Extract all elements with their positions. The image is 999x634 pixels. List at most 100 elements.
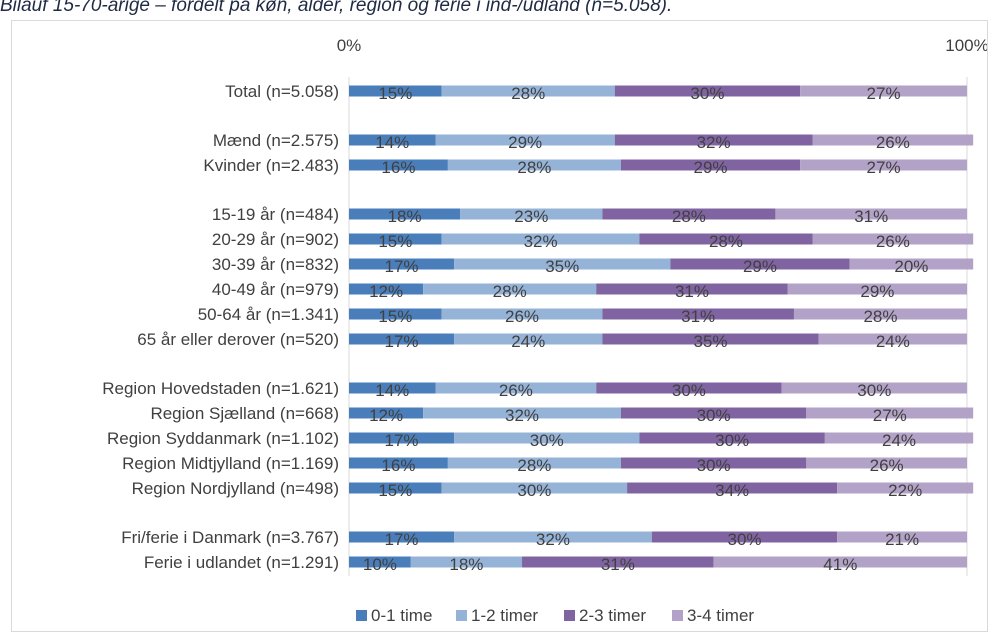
bar-segment-2-3-timer xyxy=(620,159,801,171)
data-label: 32% xyxy=(524,232,558,251)
data-label: 24% xyxy=(511,332,545,351)
data-label: 29% xyxy=(694,158,728,177)
data-label: 23% xyxy=(514,207,548,226)
category-label: Region Midtjylland (n=1.169) xyxy=(122,454,339,473)
legend-label: 1-2 timer xyxy=(471,606,538,625)
data-label: 31% xyxy=(601,555,635,574)
legend-swatch xyxy=(564,610,575,621)
chart-caption: Bilauf 15-70-årige – fordelt på køn, ald… xyxy=(0,0,673,16)
bar-segment-0-1-time xyxy=(349,556,411,568)
bar-segment-0-1-time xyxy=(349,85,442,97)
category-label: Kvinder (n=2.483) xyxy=(203,156,339,175)
data-label: 30% xyxy=(672,381,706,400)
data-label: 31% xyxy=(854,207,888,226)
x-tick-label: 100% xyxy=(945,36,987,55)
bar-segment-3-4-timer xyxy=(800,85,967,97)
data-label: 30% xyxy=(517,481,551,500)
data-label: 24% xyxy=(876,332,910,351)
data-label: 28% xyxy=(511,84,545,103)
bar-segment-0-1-time xyxy=(349,134,436,146)
bar-segment-0-1-time xyxy=(349,333,455,345)
bar-segment-2-3-timer xyxy=(602,208,776,220)
category-label: Region Syddanmark (n=1.102) xyxy=(107,429,339,448)
bar-segment-2-3-timer xyxy=(620,457,807,469)
data-label: 32% xyxy=(536,530,570,549)
data-label: 30% xyxy=(690,84,724,103)
data-label: 30% xyxy=(530,431,564,450)
bar-segment-1-2-timer xyxy=(460,208,603,220)
data-label: 29% xyxy=(860,282,894,301)
bar-segment-1-2-timer xyxy=(441,85,615,97)
data-label: 30% xyxy=(697,456,731,475)
bar-segment-2-3-timer xyxy=(627,482,838,494)
bar-segment-2-3-timer xyxy=(614,85,801,97)
legend-label: 3-4 timer xyxy=(687,606,754,625)
bar-segment-0-1-time xyxy=(349,283,424,295)
data-label: 26% xyxy=(876,232,910,251)
bar-segment-0-1-time xyxy=(349,308,442,320)
data-label: 26% xyxy=(876,133,910,152)
data-label: 30% xyxy=(697,406,731,425)
data-label: 27% xyxy=(867,158,901,177)
data-label: 16% xyxy=(381,456,415,475)
bar-segment-3-4-timer xyxy=(837,531,967,543)
category-label: 30-39 år (n=832) xyxy=(212,255,339,274)
category-label: Mænd (n=2.575) xyxy=(213,131,339,150)
category-label: 50-64 år (n=1.341) xyxy=(198,305,339,324)
bar-segment-2-3-timer xyxy=(620,407,807,419)
data-label: 17% xyxy=(385,431,419,450)
bar-segment-1-2-timer xyxy=(441,233,640,245)
bar-segment-2-3-timer xyxy=(614,134,813,146)
bar-segment-2-3-timer xyxy=(639,432,825,444)
data-label: 28% xyxy=(863,307,897,326)
bar-segment-3-4-timer xyxy=(824,432,974,444)
legend-swatch xyxy=(456,610,467,621)
bar-segment-0-1-time xyxy=(349,233,442,245)
bar-segment-2-3-timer xyxy=(602,308,794,320)
data-label: 30% xyxy=(715,431,749,450)
bar-segment-0-1-time xyxy=(349,382,436,394)
bar-segment-3-4-timer xyxy=(806,457,967,469)
data-label: 34% xyxy=(715,481,749,500)
data-label: 17% xyxy=(385,332,419,351)
category-label: Region Sjælland (n=668) xyxy=(150,404,339,423)
bar-segment-2-3-timer xyxy=(596,382,782,394)
data-label: 32% xyxy=(505,406,539,425)
data-label: 31% xyxy=(675,282,709,301)
data-label: 28% xyxy=(493,282,527,301)
data-label: 41% xyxy=(823,555,857,574)
bar-segment-3-4-timer xyxy=(713,556,967,568)
legend-label: 2-3 timer xyxy=(579,606,646,625)
legend-swatch xyxy=(672,610,683,621)
data-label: 26% xyxy=(870,456,904,475)
data-label: 15% xyxy=(378,84,412,103)
bar-segment-1-2-timer xyxy=(447,159,621,171)
bar-segment-1-2-timer xyxy=(454,531,652,543)
data-label: 30% xyxy=(857,381,891,400)
bar-segment-3-4-timer xyxy=(837,482,974,494)
data-label: 27% xyxy=(867,84,901,103)
bar-segment-2-3-timer xyxy=(602,333,819,345)
data-label: 17% xyxy=(385,530,419,549)
bar-segment-2-3-timer xyxy=(651,531,838,543)
bar-segment-2-3-timer xyxy=(670,258,850,270)
bar-segment-0-1-time xyxy=(349,531,455,543)
bar-segment-2-3-timer xyxy=(639,233,813,245)
data-label: 14% xyxy=(375,381,409,400)
bar-segment-3-4-timer xyxy=(812,134,974,146)
data-label: 28% xyxy=(517,456,551,475)
bar-segment-0-1-time xyxy=(349,482,442,494)
data-label: 35% xyxy=(545,257,579,276)
bar-segment-3-4-timer xyxy=(781,382,967,394)
bar-segment-3-4-timer xyxy=(800,159,967,171)
data-label: 12% xyxy=(369,282,403,301)
bar-segment-1-2-timer xyxy=(410,556,523,568)
legend-label: 0-1 time xyxy=(371,606,432,625)
bar-segment-0-1-time xyxy=(349,159,448,171)
category-label: Fri/ferie i Danmark (n=3.767) xyxy=(121,528,339,547)
bar-segment-3-4-timer xyxy=(793,308,967,320)
bar-segment-1-2-timer xyxy=(435,134,615,146)
bar-segment-1-2-timer xyxy=(454,432,640,444)
data-label: 27% xyxy=(873,406,907,425)
bar-segment-1-2-timer xyxy=(454,333,603,345)
